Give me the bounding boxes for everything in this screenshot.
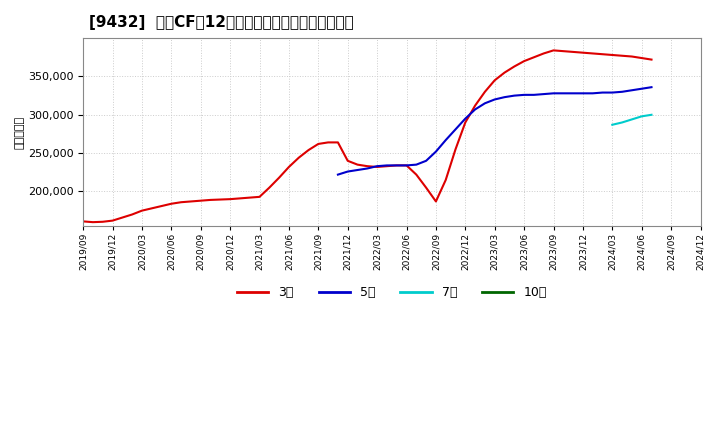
Legend: 3年, 5年, 7年, 10年: 3年, 5年, 7年, 10年 (232, 281, 552, 304)
Y-axis label: （百万円）: （百万円） (15, 115, 25, 149)
Text: [9432]  営業CFの12か月移動合計の標準偏差の推移: [9432] 営業CFの12か月移動合計の標準偏差の推移 (89, 15, 354, 30)
